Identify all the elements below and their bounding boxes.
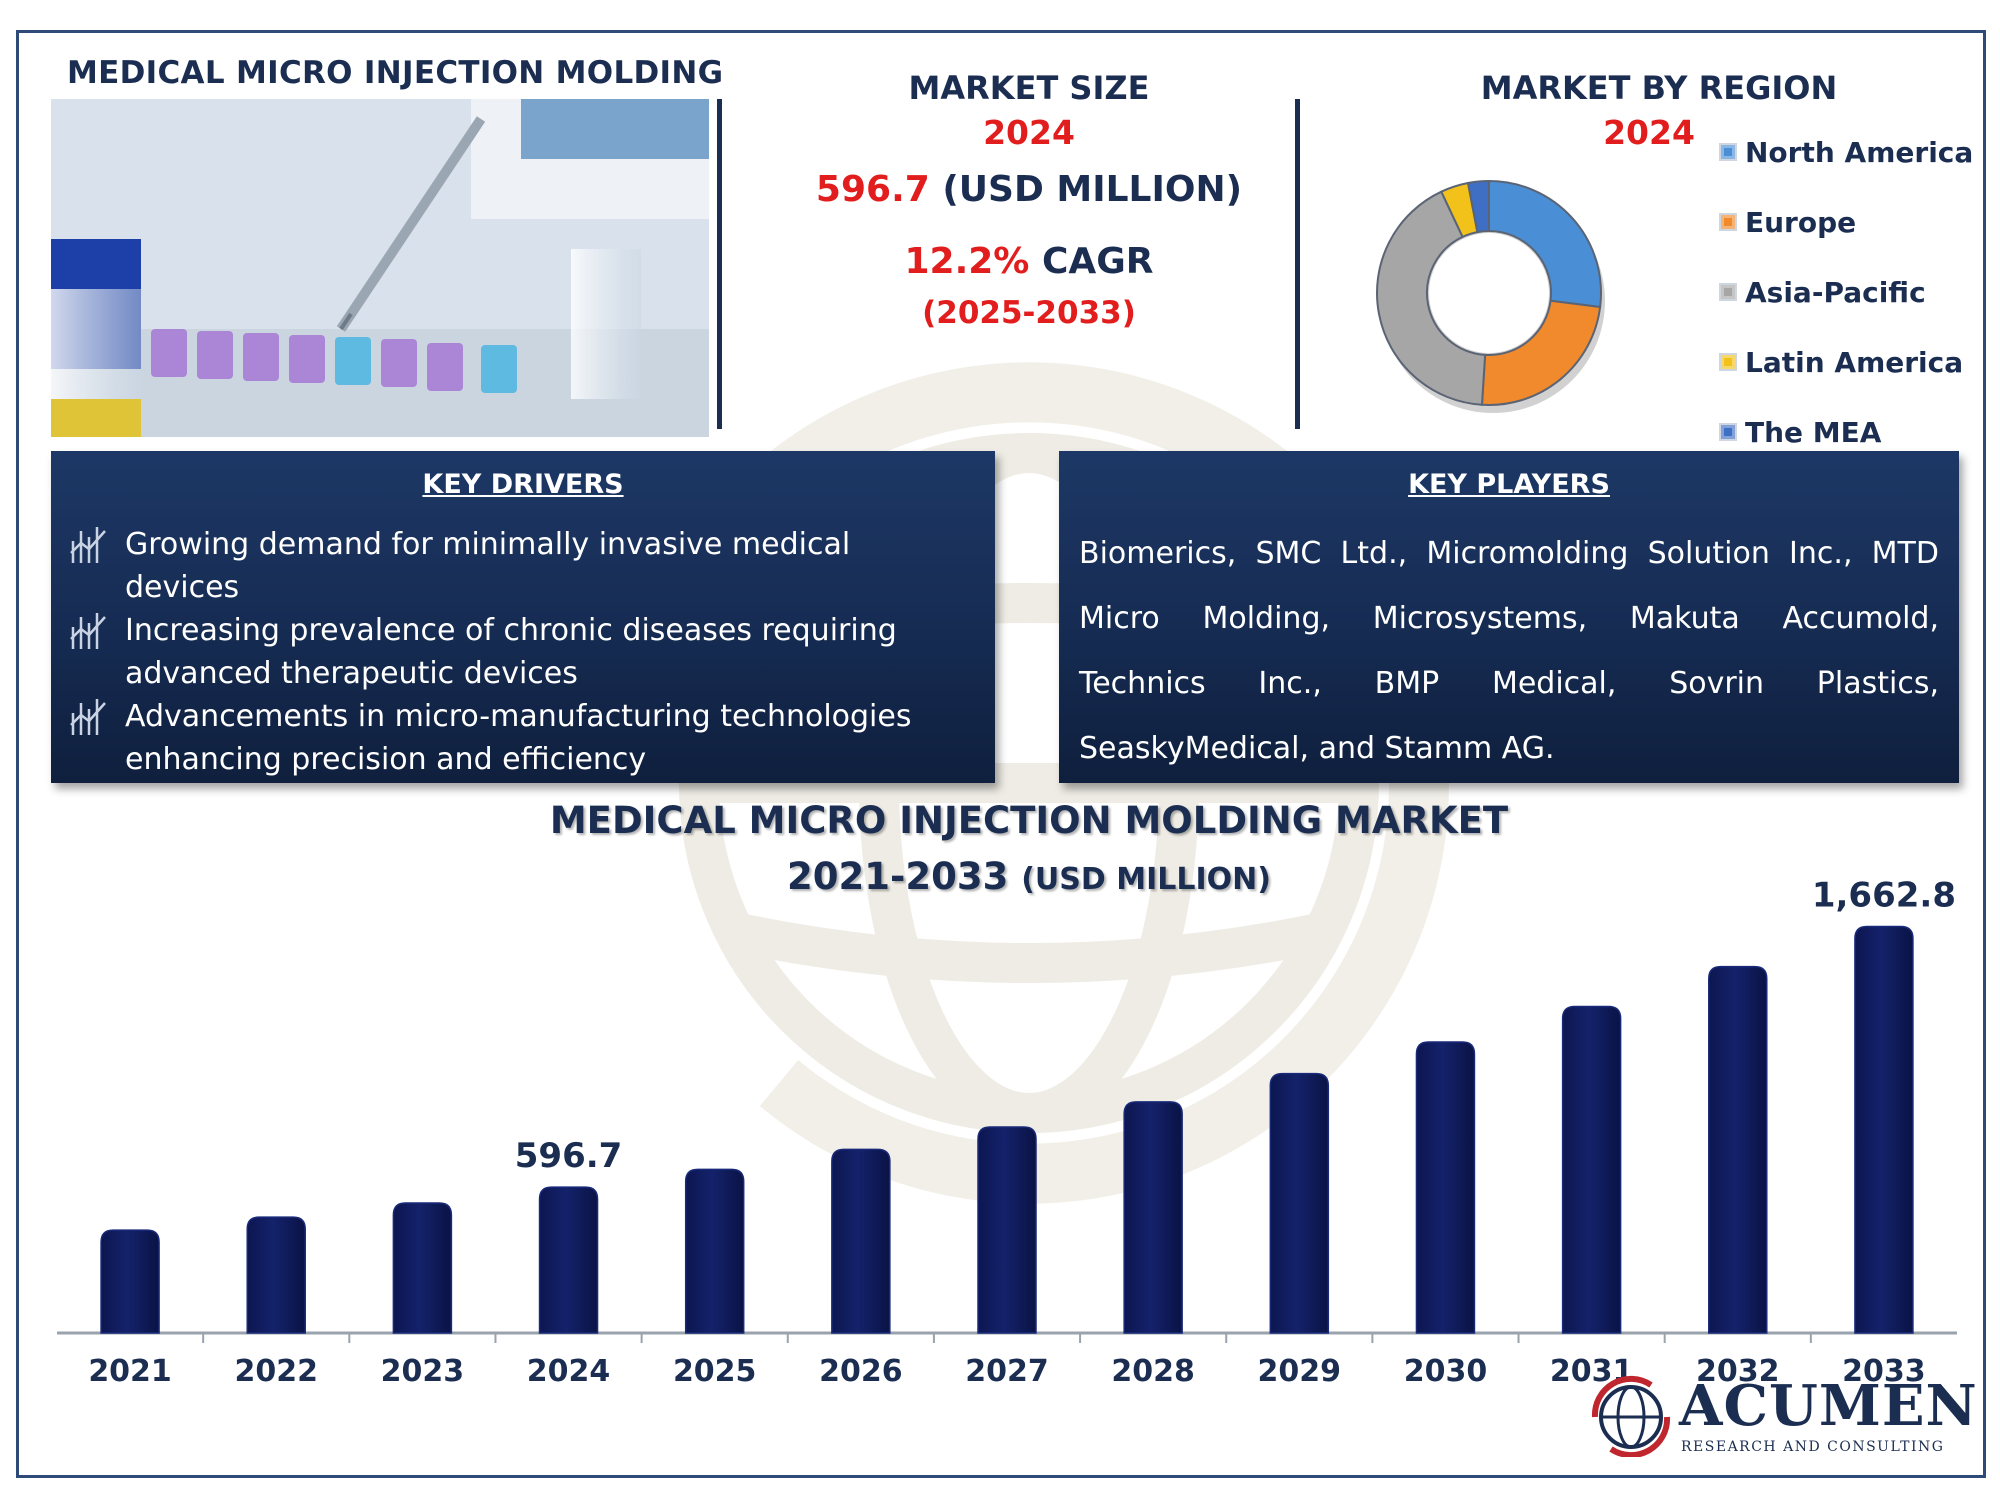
logo-tagline: RESEARCH AND CONSULTING bbox=[1681, 1439, 1945, 1455]
market-size-unit: (USD MILLION) bbox=[942, 169, 1243, 210]
driver-text: Growing demand for minimally invasive me… bbox=[125, 527, 851, 605]
legend-item-north-america: North America bbox=[1719, 117, 1979, 187]
divider-right bbox=[1295, 99, 1300, 429]
acumen-globe-logo-icon bbox=[1591, 1375, 1671, 1459]
trend-chart-icon bbox=[70, 699, 106, 735]
x-tick-label: 2033 bbox=[1842, 1354, 1926, 1389]
x-tick-label: 2022 bbox=[234, 1354, 318, 1389]
key-drivers-panel: KEY DRIVERS Growing demand for minimally… bbox=[51, 451, 995, 783]
bar-2021 bbox=[100, 1229, 160, 1334]
bar-2033 bbox=[1854, 925, 1914, 1334]
chart-title: MEDICAL MICRO INJECTION MOLDING MARKET bbox=[549, 799, 1509, 842]
legend-swatch bbox=[1719, 423, 1737, 441]
legend-item-asia-pacific: Asia-Pacific bbox=[1719, 257, 1979, 327]
chart-subtitle: 2021-2033 (USD MILLION) bbox=[519, 855, 1539, 898]
market-size-value-line: 596.7 (USD MILLION) bbox=[739, 169, 1319, 210]
trend-chart-icon bbox=[70, 613, 106, 649]
legend-item-latin-america: Latin America bbox=[1719, 327, 1979, 397]
legend-label: North America bbox=[1745, 135, 1974, 169]
cagr-label: CAGR bbox=[1041, 241, 1154, 282]
bar-2029 bbox=[1269, 1072, 1330, 1334]
legend-label: Asia-Pacific bbox=[1745, 275, 1926, 309]
x-tick-label: 2027 bbox=[965, 1354, 1049, 1389]
legend-label: The MEA bbox=[1745, 415, 1882, 449]
cagr-value: 12.2% bbox=[904, 241, 1030, 282]
market-size-value: 596.7 bbox=[815, 169, 930, 210]
region-legend: North America Europe Asia-Pacific Latin … bbox=[1719, 117, 1979, 467]
bar-2027 bbox=[977, 1126, 1037, 1334]
x-tick-label: 2025 bbox=[673, 1354, 757, 1389]
bar-2026 bbox=[831, 1148, 891, 1334]
x-tick-label: 2024 bbox=[527, 1354, 611, 1389]
donut-slice-the-mea bbox=[1466, 179, 1490, 234]
region-donut-chart bbox=[1376, 179, 1605, 413]
market-size-title: MARKET SIZE bbox=[908, 69, 1150, 107]
key-players-title: KEY PLAYERS bbox=[1408, 469, 1610, 500]
bar-2031 bbox=[1561, 1005, 1622, 1334]
bar-2028 bbox=[1123, 1101, 1183, 1334]
key-drivers-title: KEY DRIVERS bbox=[422, 469, 624, 500]
x-tick-label: 2032 bbox=[1696, 1354, 1780, 1389]
driver-item: Growing demand for minimally invasive me… bbox=[69, 523, 969, 609]
logo-name: ACUMEN bbox=[1679, 1373, 1978, 1439]
legend-item-the-mea: The MEA bbox=[1719, 397, 1979, 467]
bar-2030 bbox=[1415, 1041, 1476, 1334]
x-tick-label: 2023 bbox=[381, 1354, 465, 1389]
data-label-2024: 596.7 bbox=[515, 1136, 623, 1176]
region-year: 2024 bbox=[1603, 113, 1695, 152]
cagr-period: (2025-2033) bbox=[922, 295, 1136, 331]
bar-2032 bbox=[1708, 965, 1768, 1334]
legend-swatch bbox=[1719, 143, 1737, 161]
donut-hole bbox=[1429, 233, 1549, 353]
page-title: MEDICAL MICRO INJECTION MOLDING bbox=[67, 55, 724, 91]
market-size-year: 2024 bbox=[983, 113, 1075, 152]
acumen-logo: ACUMEN RESEARCH AND CONSULTING bbox=[1589, 1373, 1977, 1473]
donut-slice-north-america bbox=[1488, 179, 1602, 309]
legend-label: Latin America bbox=[1745, 345, 1964, 379]
legend-item-europe: Europe bbox=[1719, 187, 1979, 257]
x-tick-label: 2029 bbox=[1258, 1354, 1342, 1389]
infographic-frame: MEDICAL MICRO INJECTION MOLDING bbox=[16, 30, 1986, 1478]
driver-text: Advancements in micro-manufacturing tech… bbox=[125, 699, 912, 777]
x-tick-label: 2026 bbox=[819, 1354, 903, 1389]
bar-2025 bbox=[684, 1168, 745, 1334]
legend-swatch bbox=[1719, 353, 1737, 371]
bar-2023 bbox=[392, 1202, 453, 1334]
lab-pipette-image bbox=[51, 99, 709, 437]
driver-text: Increasing prevalence of chronic disease… bbox=[125, 613, 897, 691]
cagr-line: 12.2% CAGR bbox=[739, 241, 1319, 282]
x-tick-label: 2021 bbox=[88, 1354, 172, 1389]
market-bar-chart: 2021 2022 2023 2024 596.7 2025 2026 2027 2028 202… bbox=[57, 876, 1957, 1389]
legend-label: Europe bbox=[1745, 205, 1857, 239]
legend-swatch bbox=[1719, 283, 1737, 301]
bar-2022 bbox=[246, 1216, 306, 1334]
driver-item: Increasing prevalence of chronic disease… bbox=[69, 609, 969, 695]
region-title: MARKET BY REGION bbox=[1480, 69, 1838, 107]
trend-chart-icon bbox=[70, 527, 106, 563]
key-drivers-list: Growing demand for minimally invasive me… bbox=[69, 523, 969, 781]
divider-left bbox=[717, 99, 722, 429]
chart-subtitle-unit: (USD MILLION) bbox=[1021, 862, 1271, 897]
key-players-panel: KEY PLAYERS Biomerics, SMC Ltd., Micromo… bbox=[1059, 451, 1959, 783]
data-label-2033: 1,662.8 bbox=[1812, 876, 1956, 916]
x-tick-label: 2030 bbox=[1404, 1354, 1488, 1389]
chart-subtitle-years: 2021-2033 bbox=[787, 855, 1009, 898]
x-tick-label: 2028 bbox=[1111, 1354, 1195, 1389]
legend-swatch bbox=[1719, 213, 1737, 231]
bar-2024 bbox=[538, 1186, 599, 1334]
driver-item: Advancements in micro-manufacturing tech… bbox=[69, 695, 969, 781]
key-players-text: Biomerics, SMC Ltd., Micromolding Soluti… bbox=[1079, 536, 1939, 766]
donut-slice-europe bbox=[1480, 299, 1602, 406]
donut-slice-asia-pacific bbox=[1376, 190, 1487, 406]
